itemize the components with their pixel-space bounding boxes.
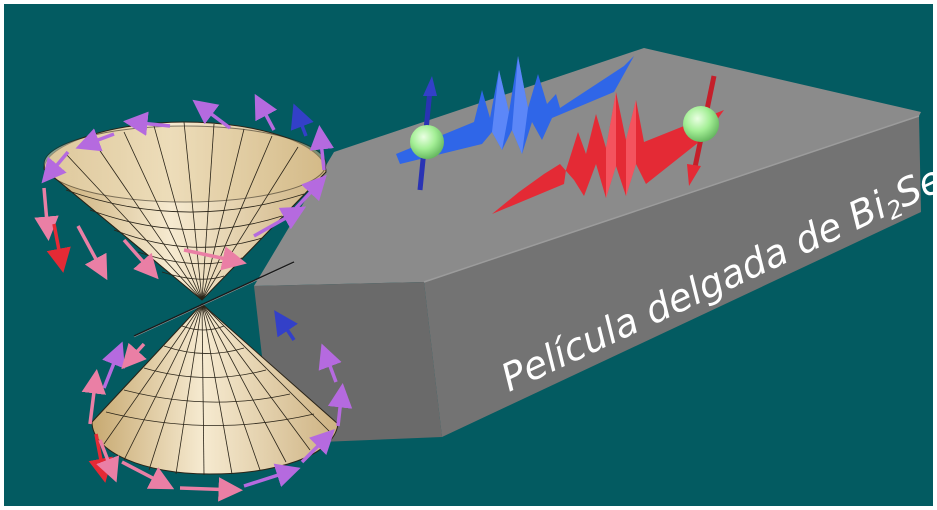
spin-arrow	[34, 187, 59, 241]
dirac-point-axis-highlight	[133, 262, 295, 338]
spin-arrow	[46, 223, 71, 273]
red-electron	[683, 106, 719, 142]
spin-arrow	[309, 125, 335, 171]
spin-arrow	[192, 99, 232, 130]
spin-arrow	[81, 369, 106, 425]
slab-side-face	[424, 116, 921, 437]
spin-arrow	[254, 93, 278, 131]
lower-spin-texture	[81, 310, 353, 502]
spin-arrow	[122, 238, 159, 280]
illustration-svg: Película delgada de Bi2Se3	[34, 48, 933, 502]
spin-arrow	[121, 342, 147, 370]
spin-arrow	[327, 383, 353, 427]
spin-arrow	[274, 310, 298, 341]
spin-arrow	[243, 463, 301, 488]
red-spin-wave	[492, 75, 724, 214]
red-wave-highlight	[606, 92, 636, 198]
spin-arrow	[294, 174, 327, 210]
slab-edge	[423, 115, 920, 283]
upper-cone	[43, 121, 327, 301]
spin-arrow	[96, 439, 120, 483]
spin-arrow	[179, 477, 243, 502]
spin-arrow	[121, 460, 175, 490]
spin-arrow	[183, 246, 247, 271]
spin-arrow	[76, 225, 108, 281]
spin-arrow	[102, 341, 125, 389]
upper-spin-texture	[34, 93, 335, 281]
spin-arrow	[41, 150, 70, 184]
red-spin-arrowhead	[687, 164, 701, 186]
upper-cone-rim	[43, 125, 327, 203]
lower-cone-grid	[91, 303, 333, 476]
blue-spin-wave	[396, 56, 634, 191]
dirac-point-axis	[133, 261, 295, 337]
illustration-canvas: Película delgada de Bi2Se3	[4, 4, 933, 506]
blue-spin-arrowhead	[423, 76, 437, 96]
dirac-cone	[43, 121, 339, 476]
blue-electron	[410, 125, 444, 159]
spin-arrow	[75, 128, 115, 152]
blue-wave-highlight	[492, 56, 528, 154]
spin-arrow	[123, 111, 171, 136]
spin-arrow	[290, 103, 314, 137]
spin-arrow	[318, 343, 342, 383]
spin-arrow	[300, 429, 335, 464]
spin-arrow	[253, 206, 307, 238]
